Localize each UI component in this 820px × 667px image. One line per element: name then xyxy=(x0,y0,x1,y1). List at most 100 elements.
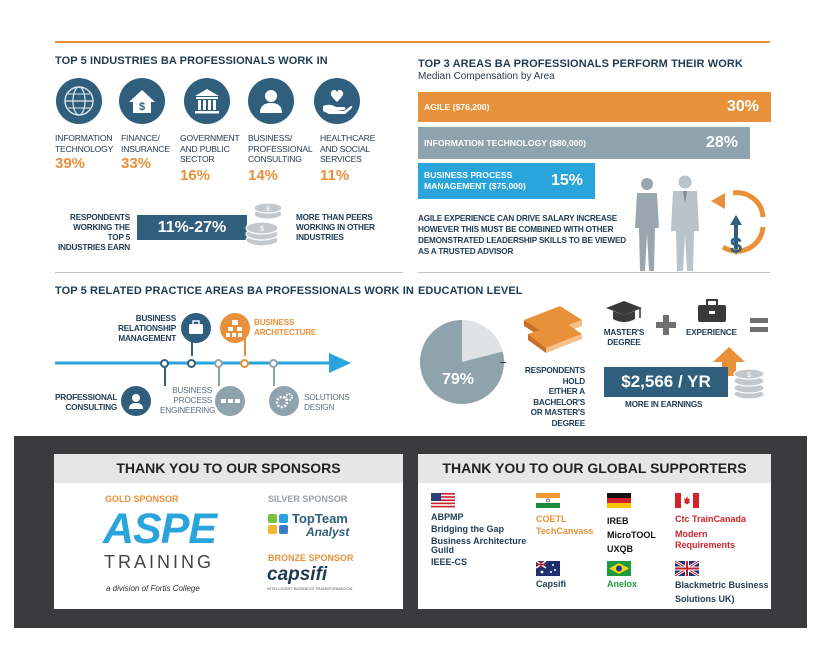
briefcase-icon xyxy=(181,313,211,343)
industry-label-it: INFORMATION TECHNOLOGY xyxy=(55,133,114,154)
industry-label-government: GOVERNMENT AND PUBLIC SECTOR xyxy=(180,133,240,164)
industry-label-finance: FINANCE/INSURANCE xyxy=(121,133,170,154)
germany-flag-icon xyxy=(607,493,631,508)
supporters-india: COETL TechCanvass xyxy=(536,514,594,536)
industry-percent-finance: 33% xyxy=(121,155,152,172)
coins-icon: $ xyxy=(733,368,765,400)
industry-percent-healthcare: 11% xyxy=(320,167,350,184)
up-arrow-icon xyxy=(713,347,745,376)
house-dollar-icon: $ xyxy=(119,78,165,124)
aspe-training: TRAINING xyxy=(104,552,215,572)
svg-text:$: $ xyxy=(730,233,742,258)
india-flag-icon xyxy=(536,493,560,508)
svg-text:$: $ xyxy=(747,372,751,379)
education-pie-chart: 79% xyxy=(420,320,504,404)
supporters-brazil: Anelox xyxy=(607,579,638,589)
industry-percent-it: 39% xyxy=(55,155,86,172)
supporters-uk: Blackmetric Business Solutions UK) xyxy=(675,580,769,604)
industry-percent-government: 16% xyxy=(180,167,211,184)
industry-label-consulting: BUSINESS/PROFESSIONAL CONSULTING xyxy=(248,133,313,164)
equals-icon xyxy=(750,318,768,332)
practice-label-bpe: BUSINESS PROCESS ENGINEERING xyxy=(160,386,216,415)
process-icon xyxy=(215,386,245,416)
education-title: EDUCATION LEVEL xyxy=(418,285,523,297)
capsifi-tagline: INTELLIGENT BUSINESS TRANSFORMATION xyxy=(267,586,353,591)
hand-heart-icon xyxy=(314,78,360,124)
bar-agile: AGILE ($76,200) 30% xyxy=(418,92,771,122)
topteam-logo-icon xyxy=(268,514,288,534)
supporters-australia: Capsifi xyxy=(536,579,567,589)
industries-title: TOP 5 INDUSTRIES BA PROFESSIONALS WORK I… xyxy=(55,55,328,67)
practice-label-consulting: PROFESSIONAL CONSULTING xyxy=(55,393,118,412)
masters-degree-label: MASTER'S DEGREE xyxy=(603,328,645,347)
timeline-node xyxy=(160,359,169,368)
timeline-node xyxy=(269,359,278,368)
svg-text:$: $ xyxy=(139,101,145,113)
svg-text:$: $ xyxy=(260,226,264,233)
respondents-degree-text: RESPONDENTS HOLD EITHER A BACHELOR'S OR MA… xyxy=(524,366,585,428)
bar-information-technology: INFORMATION TECHNOLOGY ($80,000) 28% xyxy=(418,127,750,159)
supporters-germany: IREB MicroTOOL UXQB xyxy=(607,516,656,554)
books-icon xyxy=(524,306,582,353)
sponsors-title: THANK YOU TO OUR SPONSORS xyxy=(54,454,403,483)
canada-flag-icon xyxy=(675,493,699,508)
topteam-name: TopTeam xyxy=(292,511,348,526)
sponsors-panel: THANK YOU TO OUR SPONSORS GOLD SPONSOR A… xyxy=(54,454,403,609)
uk-flag-icon xyxy=(675,561,699,576)
pie-pointer xyxy=(500,362,506,363)
timeline-node xyxy=(214,359,223,368)
more-than-peers-text: MORE THAN PEERS WORKING IN OTHER INDUSTRIE… xyxy=(296,213,375,242)
topteam-analyst: Analyst xyxy=(306,525,350,539)
pie-slice-degree xyxy=(420,320,504,404)
areas-subtitle: Median Compensation by Area xyxy=(418,71,555,82)
person-icon xyxy=(121,386,151,416)
earnings-badge: $2,566 / YR xyxy=(604,367,728,397)
gears-icon xyxy=(269,386,299,416)
earnings-caption: MORE IN EARNINGS xyxy=(625,400,703,409)
timeline-node xyxy=(187,359,196,368)
connector-brm xyxy=(191,336,193,356)
person-icon xyxy=(248,78,294,124)
supporters-panel: THANK YOU TO OUR GLOBAL SUPPORTERS ABPMP… xyxy=(418,454,771,609)
supporters-title: THANK YOU TO OUR GLOBAL SUPPORTERS xyxy=(418,454,771,483)
briefcase-icon xyxy=(698,299,726,322)
industry-label-healthcare: HEALTHCARE AND SOCIAL SERVICES xyxy=(320,133,376,164)
supporters-usa: ABPMP Bridging the Gap Business Architect… xyxy=(431,512,527,567)
aspe-tagline: a division of Fortis College xyxy=(106,584,200,593)
connector-bpe xyxy=(218,366,220,386)
aspe-logo: ASPE xyxy=(103,505,217,553)
coins-icon: $ $ xyxy=(245,202,283,247)
business-people-icon: $ xyxy=(635,175,766,271)
silver-sponsor-label: SILVER SPONSOR xyxy=(268,494,348,504)
australia-flag-icon xyxy=(536,561,560,576)
connector-arch xyxy=(244,336,246,356)
industry-percent-consulting: 14% xyxy=(248,167,279,184)
hierarchy-icon xyxy=(220,313,250,343)
graduation-cap-icon xyxy=(606,301,642,322)
practice-label-solutions: SOLUTIONS DESIGN xyxy=(304,393,350,412)
globe-icon xyxy=(56,78,102,124)
timeline-node xyxy=(240,359,249,368)
plus-icon xyxy=(656,315,676,335)
pie-percent-label: 79% xyxy=(442,371,474,388)
brazil-flag-icon xyxy=(607,561,631,576)
connector-consulting xyxy=(164,366,166,386)
respondents-earn-text: RESPONDENTS WORKING THE TOP 5 INDUSTRIES E… xyxy=(57,213,130,252)
areas-title: TOP 3 AREAS BA PROFESSIONALS PERFORM THE… xyxy=(418,58,743,70)
experience-label: EXPERIENCE xyxy=(686,328,737,337)
government-building-icon xyxy=(184,78,230,124)
practice-title: TOP 5 RELATED PRACTICE AREAS BA PROFESSI… xyxy=(55,285,414,297)
timeline-arrow xyxy=(55,353,351,373)
divider-left xyxy=(55,272,403,273)
divider-right xyxy=(418,272,770,273)
earn-range-badge: 11%-27% xyxy=(137,215,247,240)
gold-sponsor-label: GOLD SPONSOR xyxy=(105,494,179,504)
bar-business-process-management: BUSINESS PROCESS MANAGEMENT ($75,000) 15% xyxy=(418,163,595,199)
practice-label-architecture: BUSINESS ARCHITECTURE xyxy=(254,318,317,337)
supporters-canada: Ctc TrainCanada Modern Requirements xyxy=(675,514,747,550)
practice-label-brm: BUSINESS RELATIONSHIP MANAGEMENT xyxy=(118,314,176,343)
usa-flag-icon xyxy=(431,493,455,508)
svg-text:$: $ xyxy=(266,206,270,213)
connector-solutions xyxy=(273,366,275,386)
capsifi-logo: capsifi xyxy=(267,564,328,585)
